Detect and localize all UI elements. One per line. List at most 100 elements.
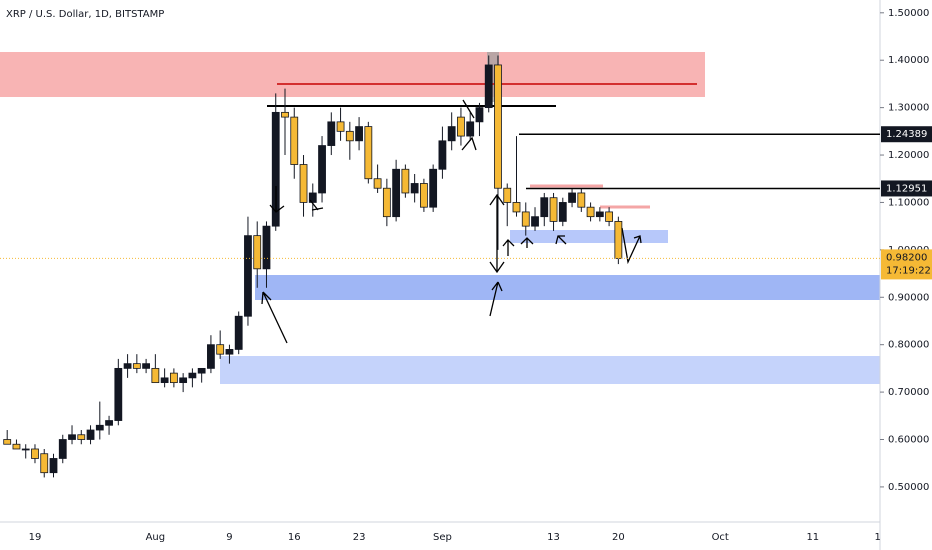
candle-body <box>151 367 160 384</box>
candle-body <box>457 116 465 137</box>
candle-body <box>327 121 336 146</box>
resistance-zone <box>0 52 705 97</box>
x-tick-label: Sep <box>433 532 452 543</box>
candle-body <box>95 424 104 431</box>
candle-body <box>447 126 456 142</box>
candle-body <box>132 363 141 369</box>
x-tick-label: 9 <box>226 532 232 543</box>
last-price-label: 0.98200 <box>886 252 927 263</box>
arrow <box>269 186 285 213</box>
y-tick-label: 1.30000 <box>888 103 929 114</box>
arrow <box>489 281 503 317</box>
x-tick-label: 19 <box>29 532 42 543</box>
candle-body <box>345 130 354 142</box>
candle-body <box>484 64 493 109</box>
x-tick-label: Aug <box>146 532 166 543</box>
arrow <box>489 193 505 274</box>
last-price-bg <box>881 249 932 280</box>
candle-body <box>68 434 76 440</box>
candle-body <box>207 344 215 369</box>
arrow <box>309 199 324 211</box>
candle-body <box>21 448 30 451</box>
support-zone <box>220 356 880 384</box>
y-tick-label: 0.80000 <box>888 340 929 351</box>
price-label: 1.12951 <box>886 183 927 194</box>
candle-body <box>540 197 549 218</box>
support-zone <box>255 275 880 300</box>
candle-body <box>568 192 576 203</box>
candle-body <box>12 443 21 450</box>
annotations <box>261 99 642 344</box>
candle-body <box>549 197 558 222</box>
x-tick-label: 11 <box>806 532 819 543</box>
candle-body <box>253 235 262 270</box>
candle-body <box>419 183 428 208</box>
y-tick-label: 1.20000 <box>888 150 929 161</box>
candle-body <box>586 206 595 218</box>
candle-body <box>40 453 49 474</box>
arrow <box>555 235 567 245</box>
candle-body <box>521 211 530 227</box>
price-label-bg <box>881 126 932 143</box>
candle-body <box>169 372 178 384</box>
candle-body <box>142 363 151 369</box>
candle-body <box>494 64 502 189</box>
candle-body <box>466 121 475 137</box>
candle-body <box>401 168 410 194</box>
y-tick-label: 0.50000 <box>888 482 929 493</box>
arrow <box>621 227 642 265</box>
candle-body <box>77 434 86 440</box>
candle-body <box>614 221 623 259</box>
x-tick-label: 23 <box>353 532 366 543</box>
candle-body <box>355 126 363 142</box>
candle-body <box>49 458 58 474</box>
candle-body <box>299 164 308 203</box>
candle-body <box>531 216 539 227</box>
candle-body <box>114 367 123 421</box>
candle-body <box>438 140 447 170</box>
price-label: 1.24389 <box>886 129 927 140</box>
candle-body <box>392 168 401 218</box>
candle-body <box>225 349 234 355</box>
candle-body <box>31 448 39 459</box>
candle-body <box>123 363 132 369</box>
candle-body <box>290 116 299 165</box>
candle-body <box>160 377 169 384</box>
candle-body <box>382 187 391 218</box>
y-tick-label: 0.90000 <box>888 292 929 303</box>
candle-body <box>3 439 12 445</box>
x-tick-label: 1 <box>874 532 880 543</box>
arrow <box>261 291 288 344</box>
x-tick-label: 16 <box>288 532 301 543</box>
candle-body <box>86 429 95 440</box>
candle-body <box>281 111 289 118</box>
candle-body <box>429 168 438 208</box>
candle-body <box>262 225 271 270</box>
candle-body <box>364 126 373 180</box>
candle-body <box>271 111 280 227</box>
x-tick-label: 13 <box>547 532 560 543</box>
x-tick-label: Oct <box>712 532 729 543</box>
candle-body <box>503 187 512 203</box>
candle-body <box>216 344 225 355</box>
candle-body <box>512 202 521 213</box>
candle-body <box>410 183 419 194</box>
countdown: 17:19:22 <box>886 265 931 276</box>
candle-body <box>336 121 345 132</box>
candle-body <box>475 107 484 123</box>
candle-body <box>179 377 188 384</box>
candles <box>3 55 623 478</box>
chart-title: XRP / U.S. Dollar, 1D, BITSTAMP <box>6 9 164 20</box>
candle-body <box>234 315 243 350</box>
y-tick-label: 1.50000 <box>888 8 929 19</box>
y-tick-label: 0.60000 <box>888 435 929 446</box>
candle-body <box>197 367 206 374</box>
x-tick-label: 20 <box>612 532 625 543</box>
candle-body <box>244 235 252 317</box>
arrow <box>520 237 534 248</box>
candle-body <box>105 420 113 426</box>
candle-body <box>373 178 382 189</box>
candle-body <box>318 145 326 194</box>
arrow <box>461 99 477 151</box>
candle-body <box>595 211 604 218</box>
